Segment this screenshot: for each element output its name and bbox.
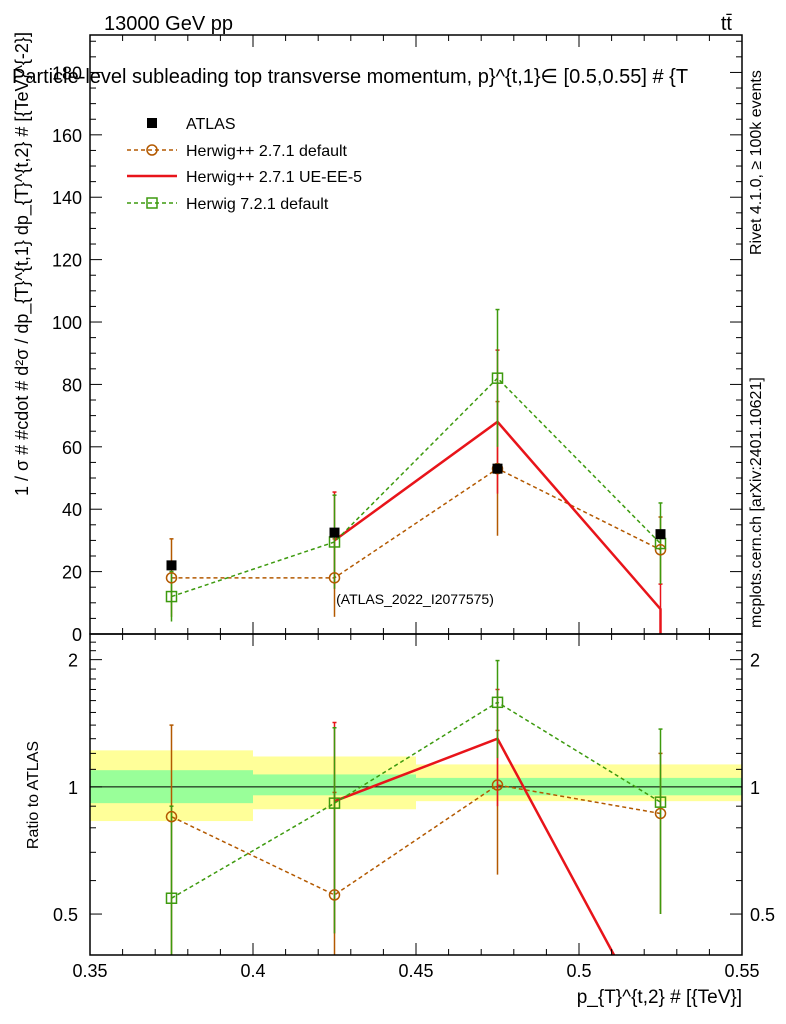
marker-h271_default	[165, 810, 178, 823]
x-tick-label: 0.35	[72, 961, 107, 981]
main-y-tick-label: 80	[62, 375, 82, 395]
ratio-y-tick-label-left: 1	[68, 778, 78, 798]
marker-h271_default	[491, 779, 504, 791]
main-y-tick-label: 0	[72, 625, 82, 645]
marker-atlas	[492, 463, 503, 474]
marker-h271_default	[328, 889, 341, 901]
main-y-tick-label: 140	[52, 188, 82, 208]
marker-h721_default	[491, 372, 504, 384]
marker-h271_default	[165, 572, 178, 584]
main-y-axis-title: 1 / σ # #cdot # d²σ / dp_{T}^{t,1} dp_{T…	[12, 32, 33, 496]
marker-atlas	[329, 527, 340, 538]
x-axis-title: p_{T}^{t,2} # [{TeV}]	[577, 987, 742, 1008]
ratio-y-axis-title: Ratio to ATLAS	[25, 741, 42, 849]
main-series-lines	[165, 308, 667, 634]
ratio-y-tick-label-left: 0.5	[53, 905, 78, 925]
chart-title: Particle-level subleading top transverse…	[12, 66, 688, 88]
legend-label-h721-default: Herwig 7.2.1 default	[186, 196, 329, 213]
marker-h721_default	[328, 797, 341, 809]
marker-h721_default	[165, 892, 178, 904]
legend-label-h271-default: Herwig++ 2.7.1 default	[186, 143, 348, 160]
marker-h721_default	[491, 696, 504, 709]
marker-h721_default	[654, 796, 667, 808]
analysis-watermark: (ATLAS_2022_I2077575)	[336, 591, 494, 607]
ratio-series-lines	[165, 659, 667, 956]
x-tick-label: 0.5	[566, 961, 591, 981]
x-tick-label: 0.4	[240, 961, 265, 981]
axes: 0.35 0.4 0.45 0.5 0.55 0 20 40 60 80 100 120 140 160 1…	[52, 34, 775, 981]
main-y-tick-label: 120	[52, 251, 82, 271]
legend: ATLAS Herwig++ 2.7.1 default Herwig++ 2.…	[127, 116, 362, 213]
marker-h271_default	[654, 807, 667, 820]
legend-label-h271-ueee5: Herwig++ 2.7.1 UE-EE-5	[186, 169, 362, 186]
main-y-tick-label: 100	[52, 313, 82, 333]
legend-marker-h721-default	[146, 197, 158, 209]
x-tick-label: 0.45	[398, 961, 433, 981]
process-label: tt̄	[721, 13, 733, 35]
legend-marker-h271-default	[146, 144, 158, 156]
marker-h271_default	[654, 544, 667, 556]
mcplots-label: mcplots.cern.ch [arXiv:2401.10621]	[748, 377, 765, 628]
main-y-tick-label: 60	[62, 438, 82, 458]
ratio-y-tick-label-right: 2	[750, 651, 760, 671]
marker-atlas	[166, 560, 177, 571]
ratio-y-tick-label-right: 0.5	[750, 905, 775, 925]
main-line-h271_default	[171, 467, 661, 579]
rivet-version-label: Rivet 4.1.0, ≥ 100k events	[748, 70, 765, 255]
x-tick-label: 0.55	[724, 961, 759, 981]
main-y-tick-label: 40	[62, 500, 82, 520]
main-y-tick-label: 180	[52, 63, 82, 83]
ratio-line-h721_default	[171, 701, 661, 899]
ratio-y-tick-label-right: 1	[750, 778, 760, 798]
marker-h271_default	[328, 572, 341, 584]
legend-label-atlas: ATLAS	[186, 116, 236, 133]
main-y-tick-label: 160	[52, 126, 82, 146]
main-y-tick-label: 20	[62, 563, 82, 583]
marker-atlas	[655, 529, 666, 540]
ratio-y-tick-label-left: 2	[68, 651, 78, 671]
legend-marker-atlas	[147, 118, 157, 128]
main-line-h721_default	[171, 377, 662, 598]
marker-h721_default	[165, 590, 178, 603]
energy-label: 13000 GeV pp	[104, 13, 233, 35]
